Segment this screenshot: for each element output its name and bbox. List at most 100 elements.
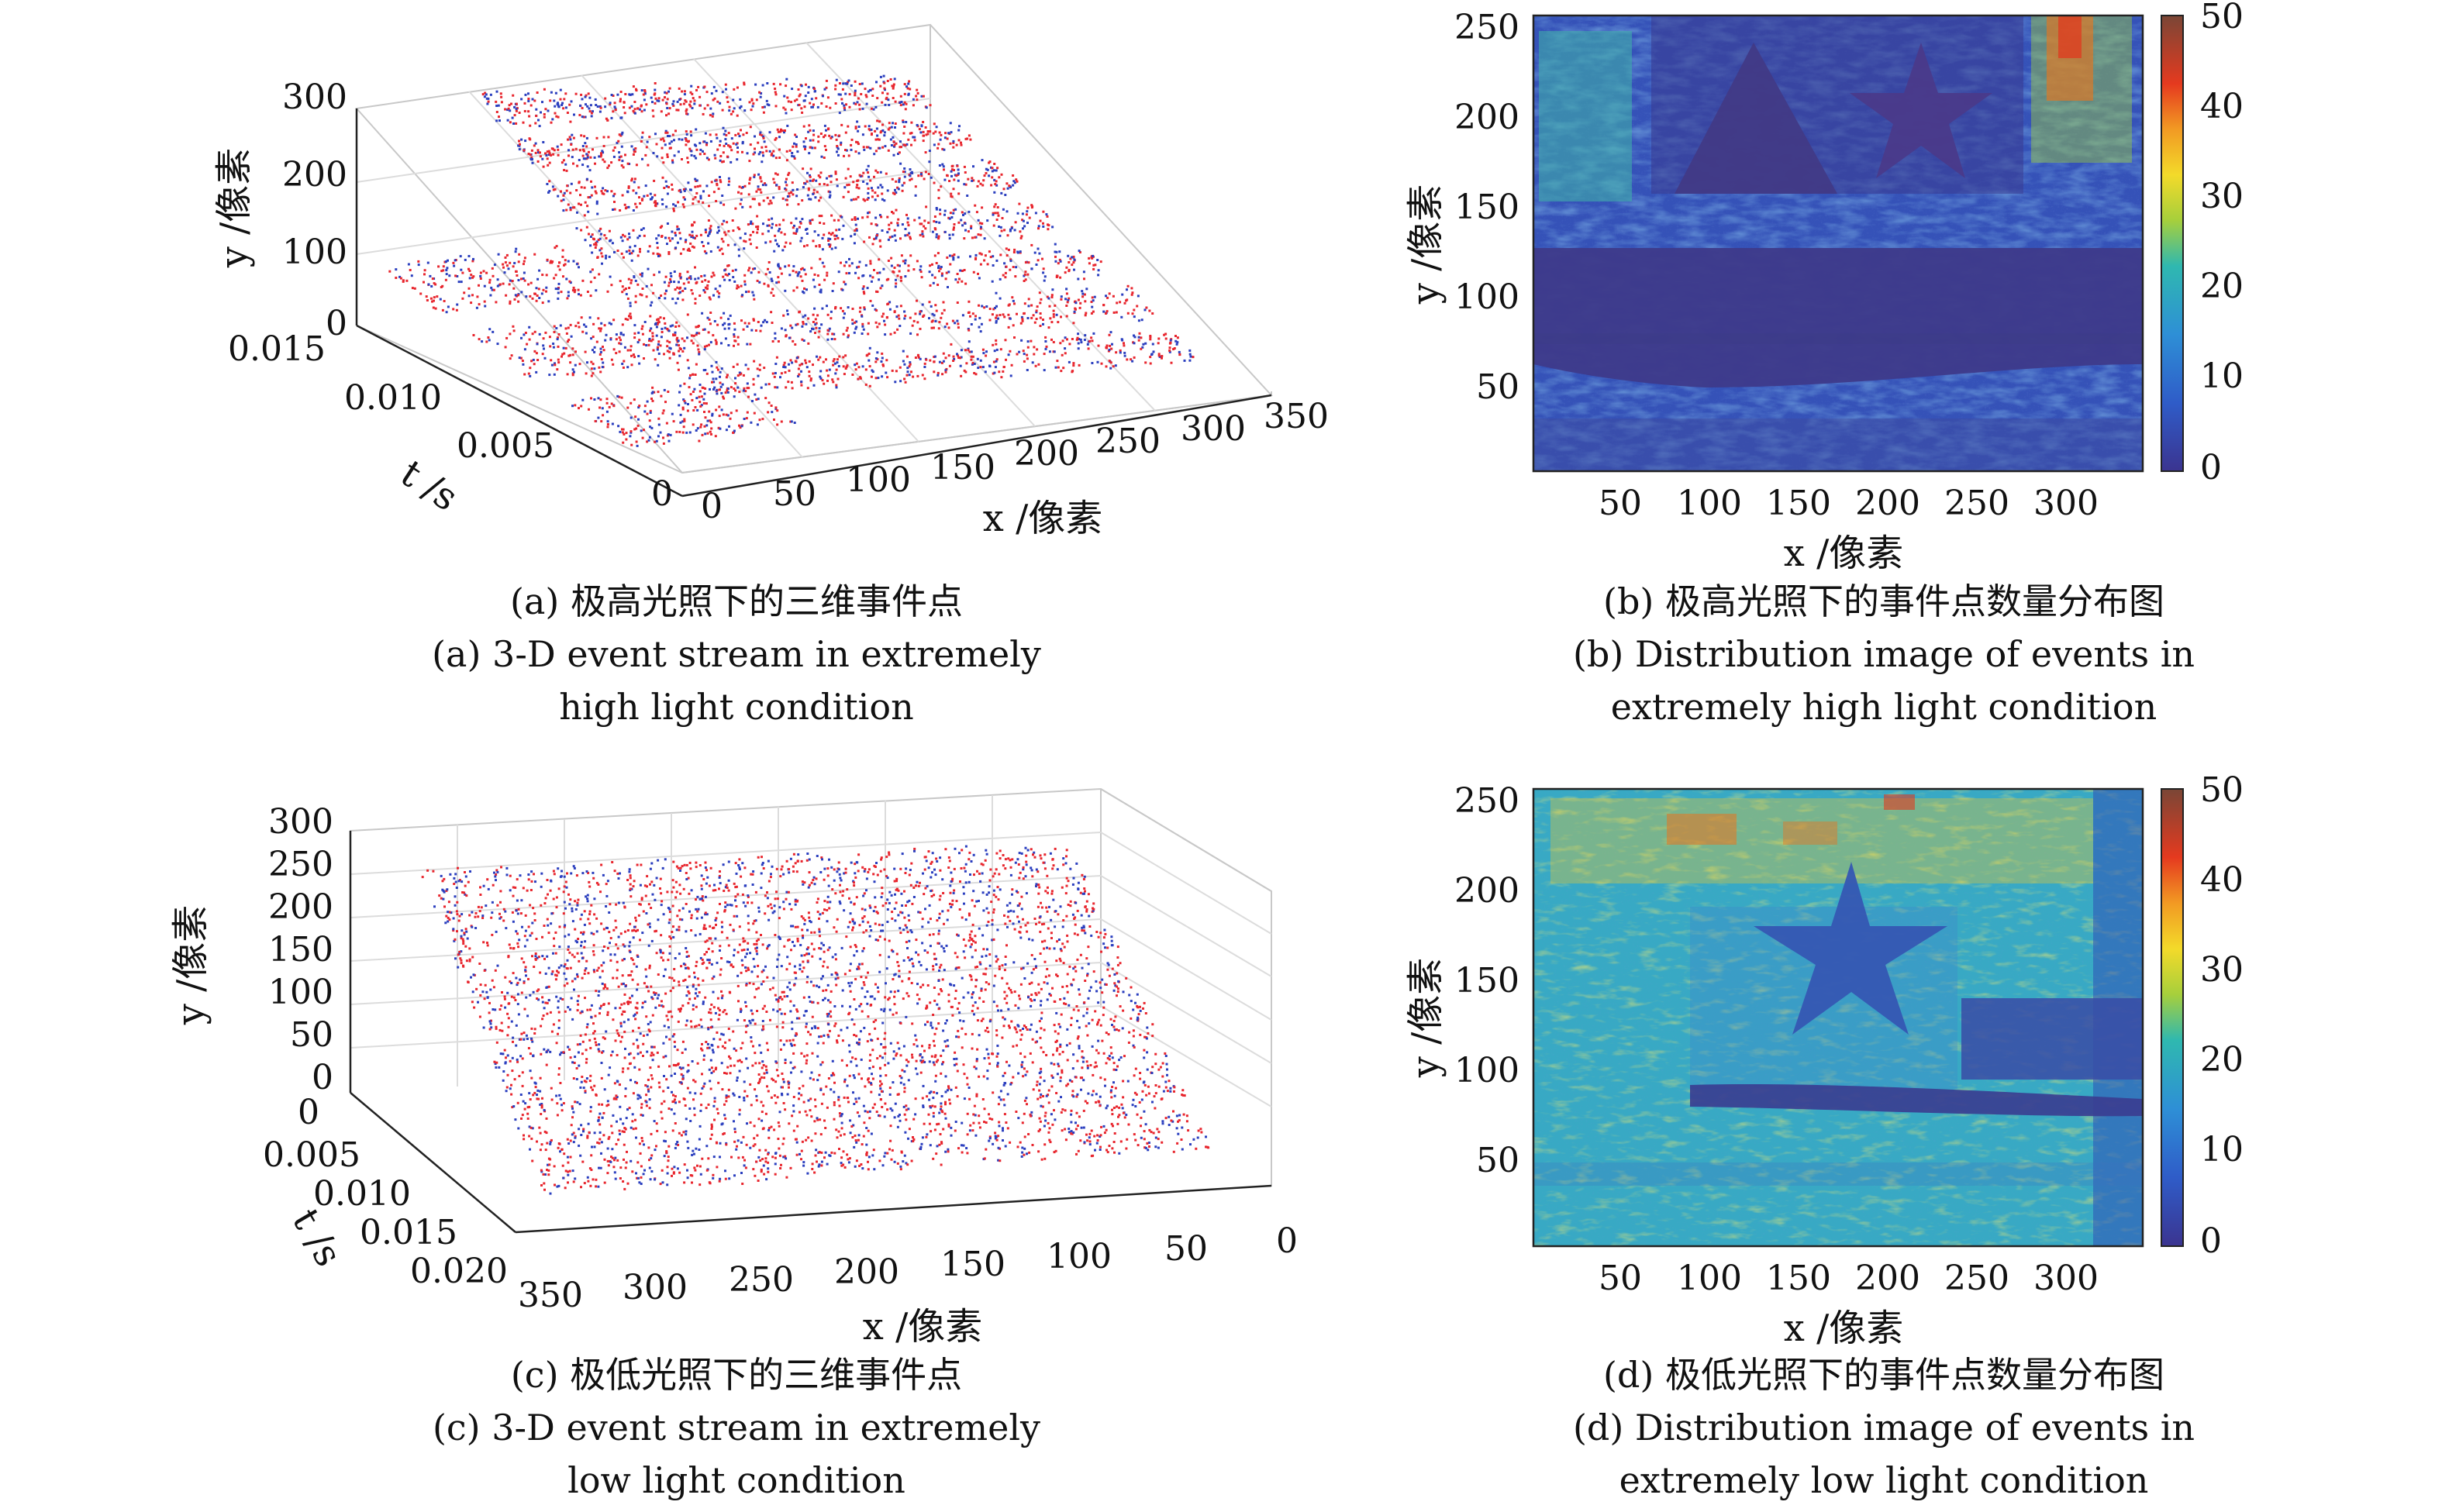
panel-c-event-point [631,1120,634,1123]
panel-a-event-point [495,119,498,122]
panel-a-event-point [994,306,997,309]
panel-a-event-point [537,151,540,154]
panel-a-event-point [904,262,907,265]
panel-c-event-point [1023,1112,1026,1115]
panel-c-event-point [743,1090,747,1093]
panel-a-event-point [765,99,768,102]
panel-a-event-point [479,271,482,274]
panel-a-event-point [932,132,935,135]
panel-a-event-point [978,277,981,280]
panel-c-event-point [704,866,707,869]
panel-a-event-point [734,268,737,271]
panel-a-event-point [982,352,985,355]
panel-a-event-point [715,178,718,181]
panel-a-event-point [633,336,636,339]
panel-a-event-point [542,141,545,143]
panel-a-event-point [827,239,830,242]
panel-a-event-point [727,344,730,346]
panel-c-event-point [619,932,623,935]
panel-c-event-point [1007,910,1010,913]
panel-a-event-point [957,172,960,175]
panel-a-event-point [978,252,981,255]
panel-a-event-point [591,251,594,254]
panel-a-event-point [727,327,730,330]
panel-a-event-point [703,274,706,277]
panel-c-event-point [1031,875,1034,878]
panel-c-event-point [992,938,995,941]
panel-a-event-point [905,143,909,146]
panel-c-event-point [1038,1117,1041,1120]
panel-a-event-point [590,367,593,370]
panel-a-event-point [613,192,616,195]
panel-c-event-point [556,1114,559,1117]
panel-a-event-point [948,217,951,220]
panel-a-event-point [981,184,985,187]
panel-a-event-point [821,236,824,239]
panel-a-event-point [829,238,832,240]
panel-a-y-tick: 100 [282,232,347,272]
panel-a-event-point [1059,342,1062,345]
panel-a-event-point [702,150,704,153]
panel-a-event-point [736,114,739,117]
panel-a-event-point [878,239,881,242]
panel-a-event-point [689,393,692,396]
panel-a-event-point [1065,266,1068,269]
panel-a-event-point [1064,271,1067,274]
panel-c-event-point [605,1030,608,1033]
panel-a-event-point [863,306,866,309]
panel-a-event-point [945,271,948,274]
panel-a-event-point [611,242,614,245]
panel-c-event-point [800,1070,803,1073]
panel-c-event-point [661,900,664,903]
panel-c-event-point [636,1011,639,1014]
panel-a-event-point [679,348,682,350]
panel-a-event-point [864,88,867,91]
panel-a-event-point [881,146,885,149]
panel-a-event-point [736,374,740,377]
panel-a-event-point [665,91,668,95]
panel-a-event-point [882,312,885,315]
panel-a-event-point [828,134,831,137]
panel-a-event-point [1081,295,1085,298]
panel-a-event-point [764,319,767,322]
panel-a-event-point [716,182,719,185]
panel-a-event-point [661,412,664,415]
panel-a-event-point [589,281,592,284]
panel-a-event-point [578,159,581,161]
panel-a-event-point [429,274,432,277]
panel-c-event-point [657,973,660,976]
panel-c-event-point [575,1067,578,1069]
panel-a-event-point [842,82,845,85]
panel-c-event-point [802,936,805,939]
panel-a-event-point [881,192,884,195]
panel-a-event-point [593,367,596,370]
panel-a-event-point [986,263,989,266]
panel-c-event-point [570,997,573,1000]
panel-a-event-point [721,383,724,386]
panel-a-event-point [634,147,637,150]
panel-a-event-point [735,143,738,146]
panel-a-event-point [994,203,997,206]
panel-a-event-point [716,366,719,369]
panel-a-event-point [1168,349,1171,352]
panel-a-event-point [628,236,631,239]
panel-a-event-point [471,260,474,263]
panel-a-event-point [933,314,936,317]
panel-c-event-point [765,1069,768,1072]
panel-a-event-point [623,203,626,206]
panel-a-event-point [809,167,812,170]
panel-c-event-point [792,925,795,928]
panel-a-event-point [419,292,423,295]
panel-c-event-point [944,1090,947,1094]
panel-a-event-point [738,185,741,188]
panel-a-event-point [1002,188,1005,191]
panel-a-event-point [519,143,521,146]
panel-a-event-point [879,131,882,134]
panel-a-event-point [510,102,512,105]
panel-a-event-point [834,133,837,136]
panel-c-event-point [593,913,596,916]
panel-c-event-point [530,1076,533,1080]
panel-a-event-point [1061,339,1064,343]
panel-a-event-point [536,343,539,346]
panel-a-event-point [908,365,911,368]
